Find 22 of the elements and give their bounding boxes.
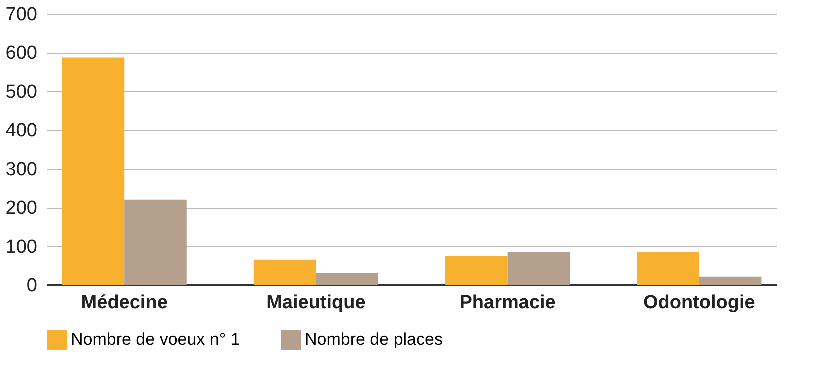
bar xyxy=(316,273,378,285)
x-tick-label: Maieutique xyxy=(266,292,366,314)
y-tick-label: 700 xyxy=(6,4,38,26)
y-tick-label: 100 xyxy=(6,236,38,258)
y-tick-label: 200 xyxy=(6,198,38,220)
bar xyxy=(637,252,700,285)
x-tick-label: Médecine xyxy=(81,292,168,314)
legend-label: Nombre de places xyxy=(305,330,443,349)
bar xyxy=(508,252,570,285)
bar xyxy=(254,260,316,285)
y-tick-label: 600 xyxy=(6,43,38,64)
y-tick-label: 0 xyxy=(26,276,38,296)
x-tick-label: Odontologie xyxy=(643,292,756,314)
y-tick-label: 300 xyxy=(6,159,38,180)
bar xyxy=(446,256,508,285)
y-tick-label: 500 xyxy=(6,82,38,103)
y-tick-label: 400 xyxy=(6,120,38,142)
bar xyxy=(699,276,762,285)
legend-label: Nombre de voeux n° 1 xyxy=(71,330,240,349)
x-tick-label: Pharmacie xyxy=(460,292,556,314)
bar xyxy=(124,200,187,285)
bar xyxy=(62,58,125,285)
